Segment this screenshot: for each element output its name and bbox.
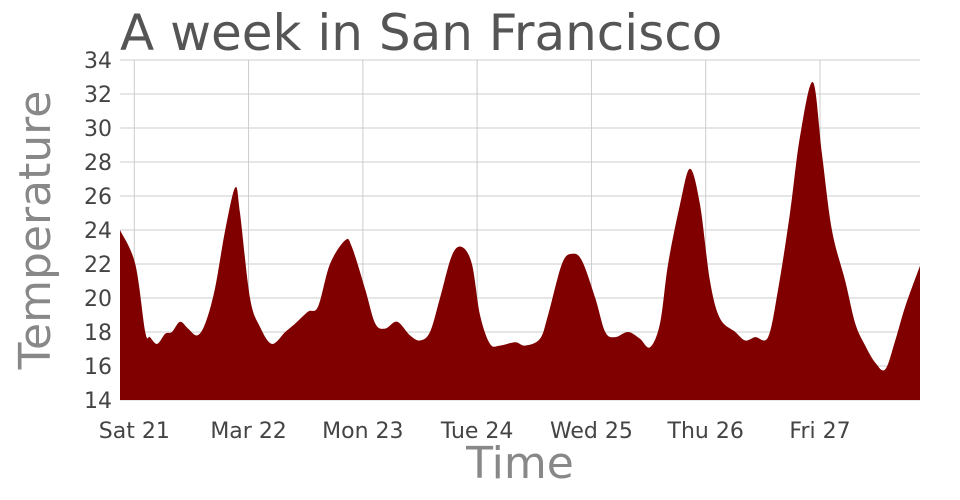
x-tick-label: Thu 26: [667, 419, 744, 444]
y-tick-label: 16: [84, 355, 112, 380]
y-tick-label: 18: [84, 321, 112, 346]
y-axis-label: Temperature: [10, 91, 61, 371]
x-tick-label: Tue 24: [440, 419, 514, 444]
x-tick-label: Sat 21: [99, 419, 170, 444]
chart-title: A week in San Francisco: [120, 4, 722, 62]
x-axis-label: Time: [465, 438, 574, 489]
y-tick-label: 28: [84, 151, 112, 176]
y-tick-label: 32: [84, 83, 112, 108]
x-tick-label: Mar 22: [210, 419, 287, 444]
y-tick-label: 26: [84, 185, 112, 210]
y-tick-label: 34: [84, 49, 112, 74]
y-tick-label: 30: [84, 117, 112, 142]
area: [120, 81, 920, 401]
y-tick-label: 22: [84, 253, 112, 278]
x-tick-label: Fri 27: [789, 419, 850, 444]
y-tick-label: 24: [84, 219, 112, 244]
x-tick-label: Wed 25: [550, 419, 633, 444]
x-tick-label: Mon 23: [322, 419, 403, 444]
y-tick-label: 20: [84, 287, 112, 312]
y-tick-label: 14: [84, 389, 112, 414]
